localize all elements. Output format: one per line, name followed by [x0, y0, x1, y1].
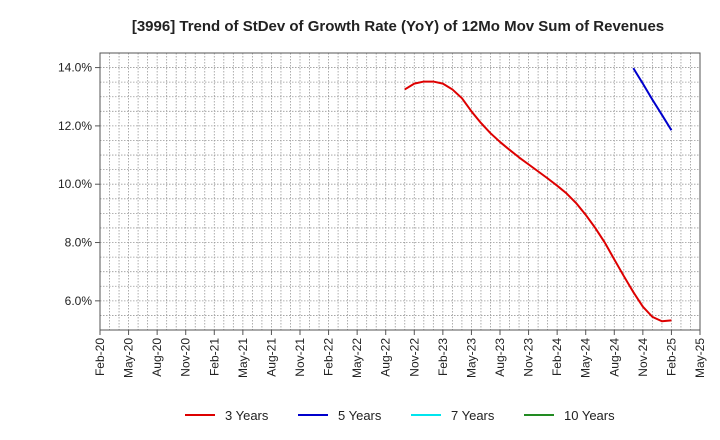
x-axis-ticks: Feb-20 May-20 Aug-20 Nov-20 Feb-21 May-21 Aug-…: [93, 330, 707, 378]
legend-label: 10 Years: [564, 408, 615, 423]
x-tick-label: Nov-21: [293, 338, 307, 377]
series-lines: [404, 67, 673, 323]
x-tick-label: May-22: [350, 338, 364, 378]
legend-item-7-years: 7 Years: [411, 408, 495, 423]
legend-label: 5 Years: [338, 408, 382, 423]
grid: [100, 53, 700, 330]
x-tick-label: Feb-22: [322, 338, 336, 376]
x-tick-label: Aug-20: [150, 338, 164, 377]
x-tick-label: May-25: [693, 338, 707, 378]
x-tick-label: May-20: [122, 338, 136, 378]
x-tick-label: Feb-23: [436, 338, 450, 376]
y-tick-label: 8.0%: [65, 236, 93, 250]
x-tick-label: Aug-21: [264, 338, 278, 377]
y-axis-ticks: 6.0% 8.0% 10.0% 12.0% 14.0%: [58, 61, 100, 308]
y-tick-label: 12.0%: [58, 119, 92, 133]
x-tick-label: Feb-25: [664, 338, 678, 376]
y-tick-label: 10.0%: [58, 177, 92, 191]
x-tick-label: Feb-20: [93, 338, 107, 376]
legend-label: 3 Years: [225, 408, 269, 423]
x-tick-label: May-21: [236, 338, 250, 378]
y-tick-label: 6.0%: [65, 294, 93, 308]
x-tick-label: Aug-23: [493, 338, 507, 377]
legend-item-5-years: 5 Years: [298, 408, 382, 423]
x-tick-label: May-24: [579, 338, 593, 378]
legend-item-10-years: 10 Years: [524, 408, 615, 423]
x-tick-label: Feb-21: [207, 338, 221, 376]
x-tick-label: Feb-24: [550, 338, 564, 376]
legend-item-3-years: 3 Years: [185, 408, 269, 423]
x-tick-label: Nov-20: [179, 338, 193, 377]
x-tick-label: May-23: [464, 338, 478, 378]
plot-frame: [99, 52, 701, 331]
x-tick-label: Nov-23: [522, 338, 536, 377]
x-tick-label: Aug-22: [379, 338, 393, 377]
y-tick-label: 14.0%: [58, 61, 92, 75]
x-tick-label: Nov-24: [636, 338, 650, 377]
x-tick-label: Nov-22: [407, 338, 421, 377]
x-tick-label: Aug-24: [607, 338, 621, 377]
legend: 3 Years 5 Years 7 Years 10 Years: [185, 408, 615, 423]
chart-title: [3996] Trend of StDev of Growth Rate (Yo…: [132, 18, 664, 35]
legend-label: 7 Years: [451, 408, 495, 423]
